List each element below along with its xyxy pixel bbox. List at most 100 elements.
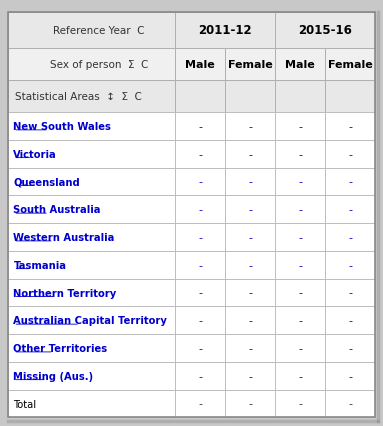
Text: -: - [348,399,352,409]
Bar [8,334,375,362]
Text: -: - [198,177,202,187]
Text: -: - [198,122,202,132]
Text: -: - [348,343,352,353]
Bar [325,279,375,307]
Bar [8,279,175,307]
Text: Reference Year  C: Reference Year C [53,26,145,36]
Bar [8,196,175,224]
Bar [8,307,175,334]
Text: -: - [198,260,202,270]
Text: -: - [248,371,252,381]
Bar [325,113,375,141]
Text: -: - [298,343,302,353]
Bar [8,49,175,81]
Bar [275,390,325,417]
Bar [275,307,325,334]
Bar [225,279,275,307]
Text: -: - [348,122,352,132]
Bar [225,168,275,196]
Text: -: - [248,233,252,242]
Text: -: - [298,122,302,132]
Text: -: - [348,205,352,215]
Bar [225,224,275,251]
Text: -: - [348,316,352,325]
Bar [275,49,325,81]
Text: -: - [348,260,352,270]
Bar [275,81,325,113]
Text: Other Territories: Other Territories [13,343,108,353]
Bar [8,196,375,224]
Bar [275,334,325,362]
Text: -: - [348,288,352,298]
Text: Female: Female [328,60,373,70]
Bar [175,334,225,362]
Text: -: - [298,177,302,187]
Text: South Australia: South Australia [13,205,101,215]
Bar [8,168,175,196]
Text: -: - [248,316,252,325]
Bar [325,390,375,417]
Bar [8,81,175,113]
Bar [325,141,375,168]
Bar [8,334,175,362]
Bar [325,307,375,334]
Text: -: - [198,150,202,159]
Bar [225,251,275,279]
Text: Victoria: Victoria [13,150,57,159]
Text: -: - [298,316,302,325]
Text: -: - [198,399,202,409]
Text: Tasmania: Tasmania [13,260,66,270]
Text: -: - [248,122,252,132]
Text: 2015-16: 2015-16 [298,24,352,37]
Bar [325,81,375,113]
Text: -: - [248,399,252,409]
Text: Queensland: Queensland [13,177,80,187]
Text: -: - [198,205,202,215]
Text: 2011-12: 2011-12 [198,24,252,37]
Text: -: - [348,371,352,381]
Text: Northern Territory: Northern Territory [13,288,117,298]
Text: -: - [248,177,252,187]
Bar [8,307,375,334]
Text: -: - [348,150,352,159]
Bar [225,113,275,141]
Bar [175,196,225,224]
Bar [175,113,225,141]
Bar [275,141,325,168]
Text: -: - [298,399,302,409]
Text: -: - [298,150,302,159]
Bar [8,362,375,390]
Bar [8,168,375,196]
Text: Male: Male [285,60,315,70]
Bar [175,251,225,279]
Bar [225,307,275,334]
Text: -: - [198,288,202,298]
Text: -: - [298,371,302,381]
Bar [175,362,225,390]
Bar [8,251,375,279]
Bar [175,307,225,334]
Bar [8,251,175,279]
Bar [8,279,375,307]
Bar [275,13,375,49]
Bar [225,390,275,417]
Text: Male: Male [185,60,215,70]
Bar [175,81,225,113]
Text: -: - [198,343,202,353]
Bar [175,224,225,251]
Text: Female: Female [228,60,272,70]
Bar [225,49,275,81]
Text: -: - [298,288,302,298]
Text: Statistical Areas  ↕  Σ  C: Statistical Areas ↕ Σ C [15,92,142,102]
Text: Western Australia: Western Australia [13,233,115,242]
Bar [8,13,375,49]
Text: -: - [198,316,202,325]
Text: Missing (Aus.): Missing (Aus.) [13,371,93,381]
Bar [175,279,225,307]
Bar [325,196,375,224]
Bar [8,390,375,417]
Text: Australian Capital Territory: Australian Capital Territory [13,316,167,325]
Text: Sex of person  Σ  C: Sex of person Σ C [50,60,148,70]
Text: -: - [298,205,302,215]
Bar [225,362,275,390]
